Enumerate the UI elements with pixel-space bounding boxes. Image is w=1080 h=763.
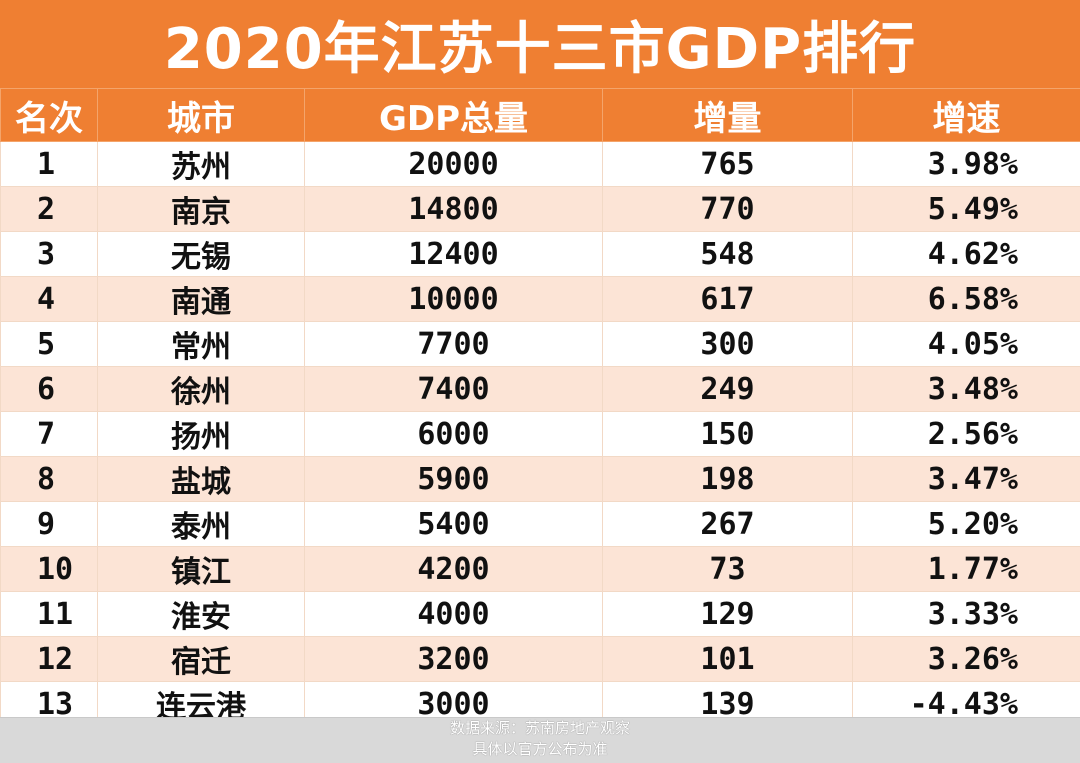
increase-cell: 249	[603, 367, 853, 412]
rank-cell: 10	[1, 547, 98, 592]
city-cell: 常州	[98, 322, 305, 367]
gdp-total-cell: 5400	[305, 502, 603, 547]
growth-rate-cell: 5.49%	[853, 187, 1080, 232]
footer-note: 数据来源：苏南房地产观察 具体以官方公布为准	[0, 717, 1080, 763]
rank-cell: 1	[1, 142, 98, 187]
increase-cell: 617	[603, 277, 853, 322]
increase-cell: 765	[603, 142, 853, 187]
rank-cell: 7	[1, 412, 98, 457]
rank-cell: 4	[1, 277, 98, 322]
growth-rate-cell: 6.58%	[853, 277, 1080, 322]
city-cell: 苏州	[98, 142, 305, 187]
table-header-row: 名次 城市 GDP总量 增量 增速	[1, 89, 1080, 142]
rank-cell: 2	[1, 187, 98, 232]
rank-cell: 6	[1, 367, 98, 412]
increase-cell: 129	[603, 592, 853, 637]
growth-rate-cell: 3.98%	[853, 142, 1080, 187]
gdp-total-cell: 14800	[305, 187, 603, 232]
increase-cell: 548	[603, 232, 853, 277]
growth-rate-cell: 3.47%	[853, 457, 1080, 502]
gdp-total-cell: 4000	[305, 592, 603, 637]
growth-rate-cell: 2.56%	[853, 412, 1080, 457]
rank-cell: 12	[1, 637, 98, 682]
increase-cell: 73	[603, 547, 853, 592]
gdp-total-cell: 7700	[305, 322, 603, 367]
disclaimer-text: 具体以官方公布为准	[0, 739, 1080, 760]
column-header-increase: 增量	[603, 89, 853, 142]
column-header-growth-rate: 增速	[853, 89, 1080, 142]
page-title: 2020年江苏十三市GDP排行	[0, 0, 1080, 88]
increase-cell: 300	[603, 322, 853, 367]
increase-cell: 101	[603, 637, 853, 682]
column-header-gdp-total: GDP总量	[305, 89, 603, 142]
gdp-total-cell: 5900	[305, 457, 603, 502]
city-cell: 无锡	[98, 232, 305, 277]
city-cell: 南通	[98, 277, 305, 322]
gdp-total-cell: 20000	[305, 142, 603, 187]
city-cell: 宿迁	[98, 637, 305, 682]
gdp-total-cell: 3200	[305, 637, 603, 682]
rank-cell: 11	[1, 592, 98, 637]
data-source-text: 数据来源：苏南房地产观察	[0, 718, 1080, 739]
rank-cell: 9	[1, 502, 98, 547]
city-cell: 徐州	[98, 367, 305, 412]
growth-rate-cell: 3.33%	[853, 592, 1080, 637]
growth-rate-cell: 1.77%	[853, 547, 1080, 592]
column-header-rank: 名次	[1, 89, 98, 142]
increase-cell: 198	[603, 457, 853, 502]
growth-rate-cell: 3.48%	[853, 367, 1080, 412]
gdp-total-cell: 4200	[305, 547, 603, 592]
gdp-total-cell: 10000	[305, 277, 603, 322]
city-cell: 南京	[98, 187, 305, 232]
rank-cell: 3	[1, 232, 98, 277]
city-cell: 扬州	[98, 412, 305, 457]
increase-cell: 150	[603, 412, 853, 457]
rank-cell: 8	[1, 457, 98, 502]
gdp-total-cell: 7400	[305, 367, 603, 412]
city-cell: 镇江	[98, 547, 305, 592]
growth-rate-cell: 4.05%	[853, 322, 1080, 367]
growth-rate-cell: 5.20%	[853, 502, 1080, 547]
gdp-total-cell: 6000	[305, 412, 603, 457]
increase-cell: 267	[603, 502, 853, 547]
column-header-city: 城市	[98, 89, 305, 142]
growth-rate-cell: 4.62%	[853, 232, 1080, 277]
growth-rate-cell: 3.26%	[853, 637, 1080, 682]
city-cell: 淮安	[98, 592, 305, 637]
rank-cell: 5	[1, 322, 98, 367]
increase-cell: 770	[603, 187, 853, 232]
city-cell: 泰州	[98, 502, 305, 547]
gdp-total-cell: 12400	[305, 232, 603, 277]
city-cell: 盐城	[98, 457, 305, 502]
